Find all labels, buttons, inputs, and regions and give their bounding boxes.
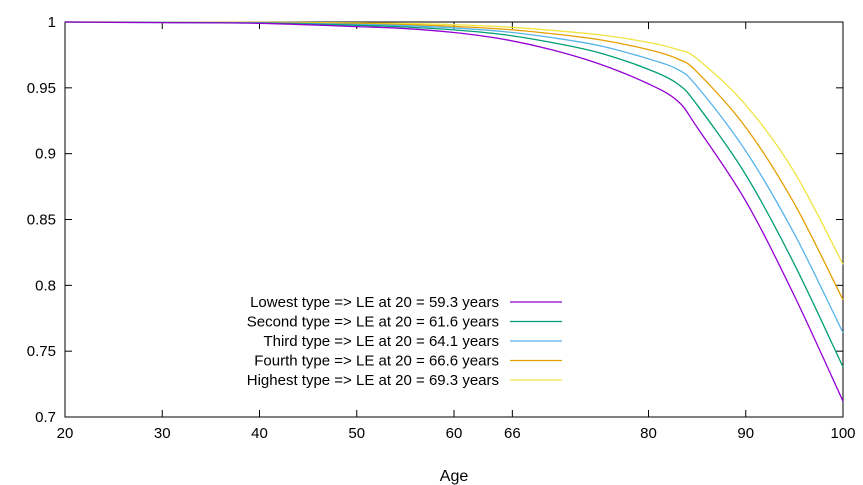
x-tick-label: 100 (830, 425, 855, 442)
series-line-3 (64, 21, 844, 334)
legend-label: Fourth type => LE at 20 = 66.6 years (254, 353, 499, 370)
y-tick-label: 0.85 (27, 212, 56, 229)
series-line-4 (64, 21, 844, 301)
x-tick-label: 50 (348, 425, 365, 442)
x-tick-label: 66 (504, 425, 521, 442)
y-tick-label: 0.9 (35, 146, 56, 163)
y-tick-label: 0.95 (27, 80, 56, 97)
x-tick-label: 20 (57, 425, 74, 442)
legend-label: Highest type => LE at 20 = 69.3 years (247, 372, 499, 389)
x-tick-label: 80 (640, 425, 657, 442)
axis-tick-labels: 20 30 40 50 60 66 80 90 100 0.7 0.75 0.8 0.85 0.9 0.95… (27, 14, 856, 442)
x-tick-label: 60 (446, 425, 463, 442)
legend-label: Third type => LE at 20 = 64.1 years (263, 333, 499, 350)
series-lines (64, 21, 844, 402)
series-line-1 (64, 21, 844, 402)
y-tick-label: 0.75 (27, 343, 56, 360)
legend: Lowest type => LE at 20 = 59.3 years Seco… (247, 294, 562, 389)
x-axis-title: Age (440, 468, 469, 485)
y-tick-label: 0.7 (35, 409, 56, 426)
y-tick-label: 0.8 (35, 277, 56, 294)
legend-label: Second type => LE at 20 = 61.6 years (247, 314, 499, 331)
series-line-5 (64, 21, 844, 265)
x-tick-label: 40 (251, 425, 268, 442)
y-tick-label: 1 (48, 14, 56, 31)
x-tick-label: 90 (737, 425, 754, 442)
x-tick-label: 30 (154, 425, 171, 442)
legend-label: Lowest type => LE at 20 = 59.3 years (250, 294, 499, 311)
